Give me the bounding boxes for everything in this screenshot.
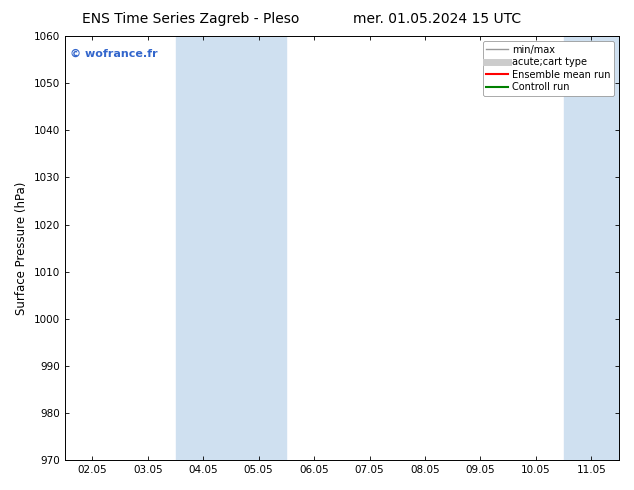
Y-axis label: Surface Pressure (hPa): Surface Pressure (hPa) — [15, 181, 28, 315]
Bar — [564, 36, 619, 460]
Text: mer. 01.05.2024 15 UTC: mer. 01.05.2024 15 UTC — [353, 12, 522, 26]
Text: © wofrance.fr: © wofrance.fr — [70, 49, 158, 59]
Legend: min/max, acute;cart type, Ensemble mean run, Controll run: min/max, acute;cart type, Ensemble mean … — [482, 41, 614, 96]
Bar — [176, 36, 287, 460]
Text: ENS Time Series Zagreb - Pleso: ENS Time Series Zagreb - Pleso — [82, 12, 299, 26]
